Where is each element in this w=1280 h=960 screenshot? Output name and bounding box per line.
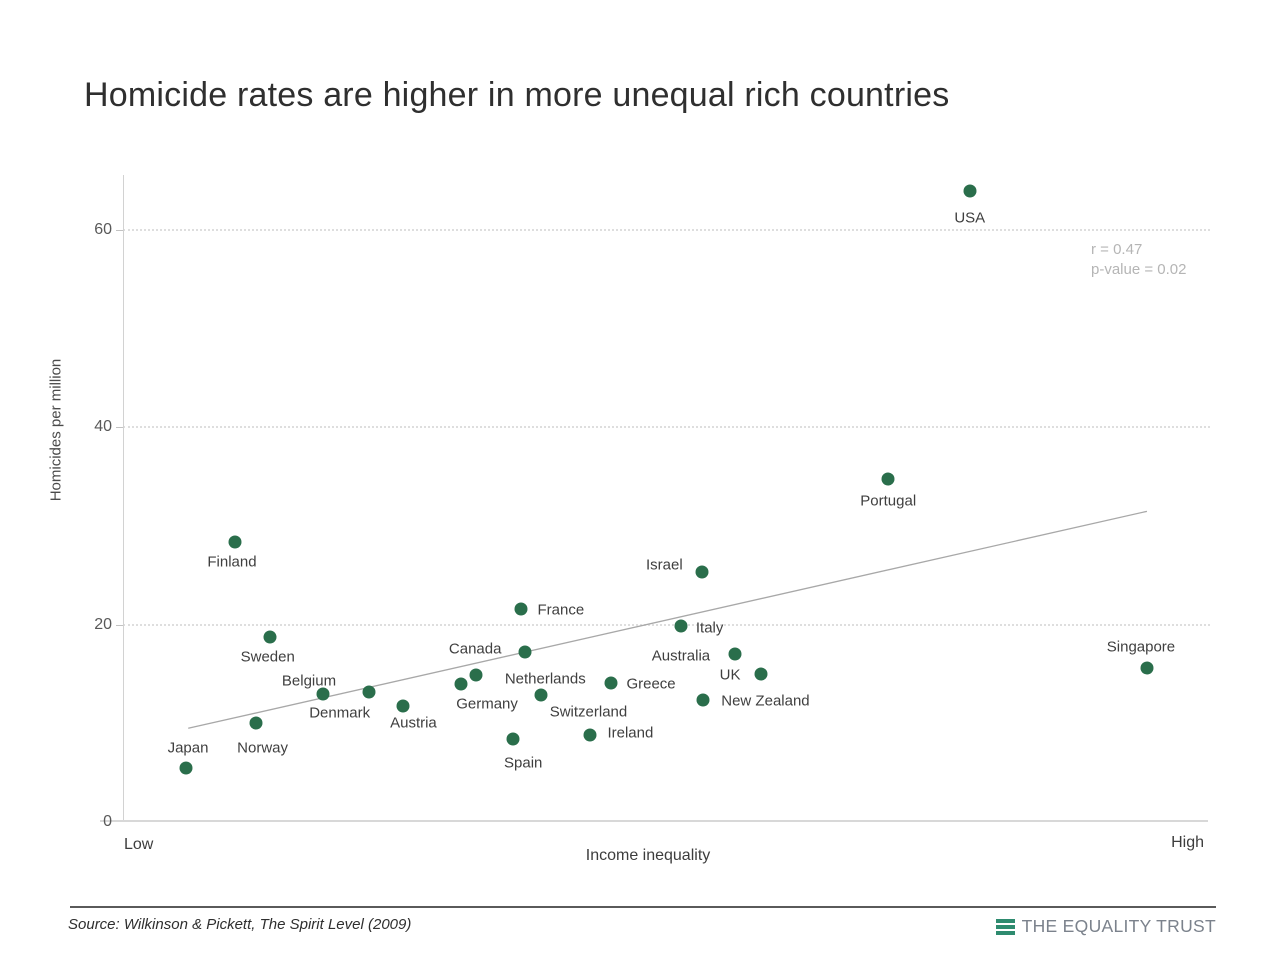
equality-trust-logo: THE EQUALITY TRUST xyxy=(995,916,1216,937)
data-point-label-switzerland: Switzerland xyxy=(549,703,628,721)
y-tick-label-20: 20 xyxy=(94,615,112,633)
data-point-greece xyxy=(604,676,618,690)
data-point-japan xyxy=(179,761,193,775)
data-point-uk xyxy=(754,667,768,681)
data-point-label-germany: Germany xyxy=(456,695,518,713)
data-point-norway xyxy=(249,716,263,730)
logo-text: THE EQUALITY TRUST xyxy=(1021,916,1216,936)
data-point-label-finland: Finland xyxy=(207,553,257,571)
data-point-belgium xyxy=(316,687,330,701)
data-point-label-ireland: Ireland xyxy=(607,724,654,742)
data-point-usa xyxy=(963,184,977,198)
logo-bars-icon xyxy=(995,918,1015,935)
x-axis-line xyxy=(100,820,1208,822)
gridline-60 xyxy=(123,229,1210,232)
data-point-label-sweden: Sweden xyxy=(240,648,295,666)
data-point-singapore xyxy=(1140,661,1154,675)
data-point-finland xyxy=(228,535,242,549)
gridline-40 xyxy=(123,426,1210,429)
x-axis-low-label: Low xyxy=(124,836,154,853)
gridline-20 xyxy=(123,623,1210,626)
data-point-label-usa: USA xyxy=(954,209,986,227)
data-point-label-spain: Spain xyxy=(504,754,543,772)
data-point-label-new-zealand: New Zealand xyxy=(721,692,810,710)
data-point-label-canada: Canada xyxy=(448,640,502,658)
data-point-label-norway: Norway xyxy=(237,739,289,757)
data-point-label-singapore: Singapore xyxy=(1106,638,1176,656)
data-point-label-netherlands: Netherlands xyxy=(504,670,586,688)
r-value: r = 0.47 xyxy=(1091,241,1143,258)
data-point-label-austria: Austria xyxy=(390,714,437,732)
data-point-netherlands xyxy=(469,668,483,682)
data-point-australia xyxy=(728,647,742,661)
stats-annotation: r = 0.47 p-value = 0.02 xyxy=(1091,240,1187,280)
y-tick-label-60: 60 xyxy=(94,221,112,239)
p-value: p-value = 0.02 xyxy=(1091,261,1187,278)
y-tick-label-0: 0 xyxy=(103,813,112,830)
x-axis-title: Income inequality xyxy=(585,847,711,864)
chart-title: Homicide rates are higher in more unequa… xyxy=(84,76,950,114)
data-point-israel xyxy=(695,565,709,579)
data-point-label-denmark: Denmark xyxy=(309,704,371,722)
data-point-label-belgium: Belgium xyxy=(281,672,337,690)
data-point-label-uk: UK xyxy=(719,666,741,684)
y-axis-title: Homicides per million xyxy=(47,358,65,502)
data-point-germany xyxy=(454,677,468,691)
y-tick-label-40: 40 xyxy=(94,418,112,436)
data-point-portugal xyxy=(881,472,895,486)
data-point-label-portugal: Portugal xyxy=(860,492,917,510)
data-point-switzerland xyxy=(534,688,548,702)
data-point-label-australia: Australia xyxy=(651,647,711,665)
data-point-spain xyxy=(506,732,520,746)
data-point-sweden xyxy=(263,630,277,644)
data-point-new-zealand xyxy=(696,693,710,707)
data-point-label-france: France xyxy=(537,601,585,619)
y-tickmark-20 xyxy=(116,624,123,626)
footer-divider xyxy=(70,906,1216,908)
y-axis-line xyxy=(123,175,124,822)
x-axis-high-label: High xyxy=(1171,834,1204,851)
data-point-label-greece: Greece xyxy=(626,675,676,693)
source-citation: Source: Wilkinson & Pickett, The Spirit … xyxy=(68,916,412,933)
data-point-label-japan: Japan xyxy=(167,739,209,757)
data-point-label-israel: Israel xyxy=(646,556,683,574)
data-point-label-italy: Italy xyxy=(695,619,724,637)
data-point-ireland xyxy=(583,728,597,742)
data-point-canada xyxy=(518,645,532,659)
y-tickmark-60 xyxy=(116,230,123,232)
data-point-italy xyxy=(674,619,688,633)
data-point-france xyxy=(514,602,528,616)
data-point-denmark xyxy=(362,685,376,699)
data-point-austria xyxy=(396,699,410,713)
y-tickmark-40 xyxy=(116,427,123,429)
